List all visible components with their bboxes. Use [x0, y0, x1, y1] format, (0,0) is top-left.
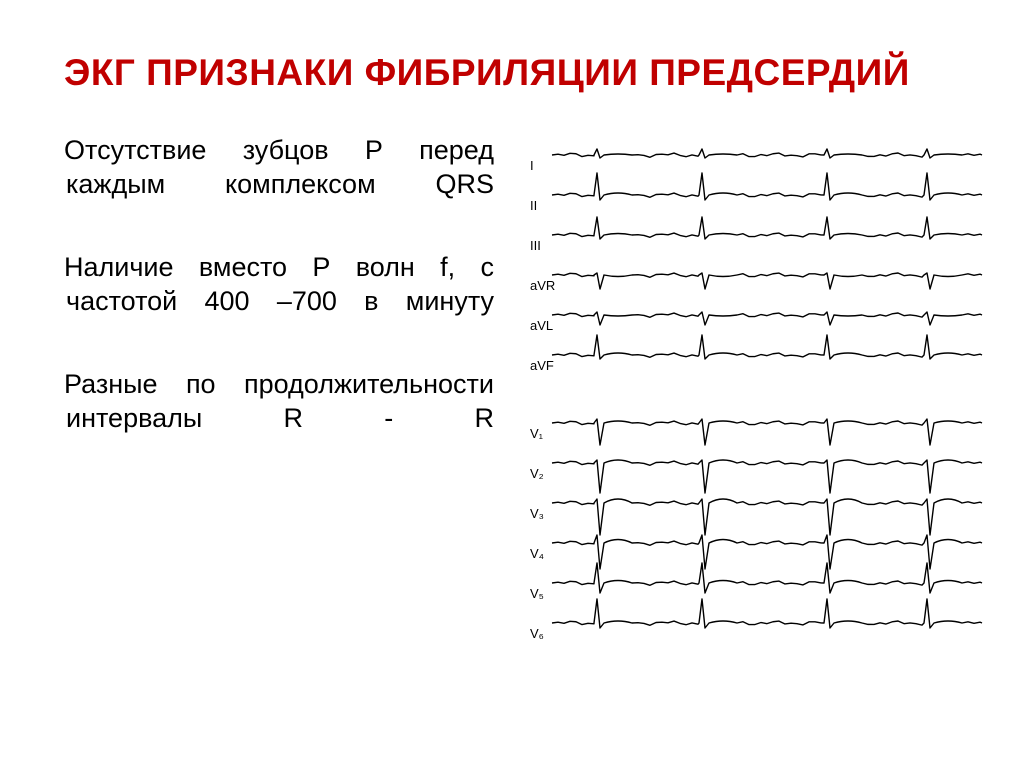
ecg-trace-icon [524, 595, 984, 649]
text-column: Отсутствие зубцов Р перед каждым комплек… [64, 133, 504, 669]
ecg-lead-label: V₆ [530, 626, 544, 641]
ecg-lead-row: V₆ [524, 601, 984, 641]
ecg-lead-row: aVF [524, 333, 984, 373]
ecg-lead-label: aVF [530, 358, 554, 373]
ecg-trace-icon [524, 327, 984, 381]
ecg-group-2: V₁V₂V₃V₄V₅V₆ [524, 401, 984, 641]
paragraph-3: Разные по продолжительности интервалы R … [64, 367, 494, 436]
ecg-group-1: IIIIIIaVRaVLaVF [524, 133, 984, 373]
ecg-column: IIIIIIaVRaVLaVF V₁V₂V₃V₄V₅V₆ [504, 133, 984, 669]
paragraph-1: Отсутствие зубцов Р перед каждым комплек… [64, 133, 494, 202]
paragraph-2: Наличие вместо Р волн f, с частотой 400 … [64, 250, 494, 319]
slide-title: ЭКГ ПРИЗНАКИ ФИБРИЛЯЦИИ ПРЕДСЕРДИЙ [64, 52, 984, 95]
slide: ЭКГ ПРИЗНАКИ ФИБРИЛЯЦИИ ПРЕДСЕРДИЙ Отсут… [0, 0, 1024, 767]
content-row: Отсутствие зубцов Р перед каждым комплек… [64, 133, 984, 669]
